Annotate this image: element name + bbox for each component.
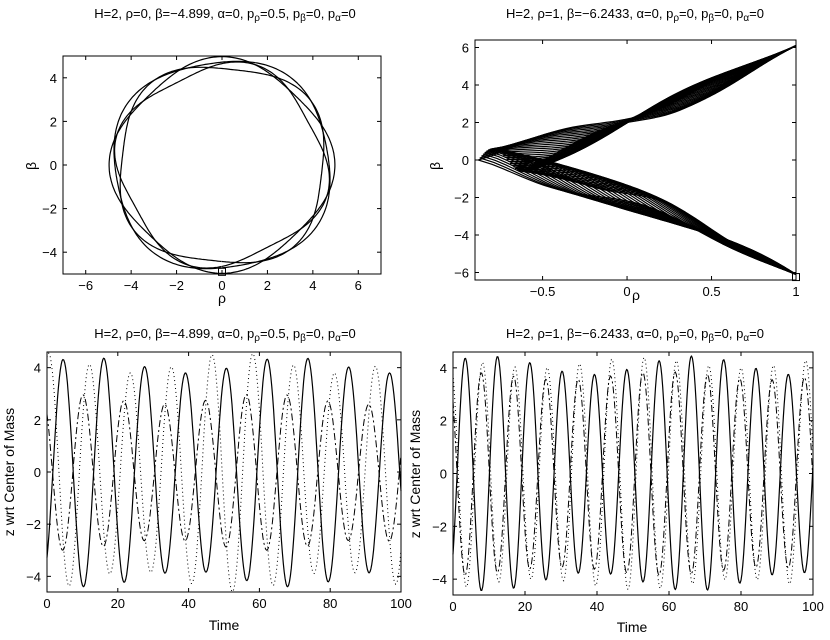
body-2-curve	[452, 371, 814, 577]
x-tick-label: −0.5	[530, 284, 556, 299]
y-axis-ticks: −4 −2 0 2 4	[42, 71, 381, 260]
time-series-curves	[46, 352, 402, 593]
body-2-curve	[46, 394, 402, 551]
y-tick-label: 0	[440, 467, 447, 482]
y-tick-label: 2	[462, 116, 469, 131]
y-axis-ticks: −4 −2 0 2 4	[432, 361, 813, 587]
x-tick-label: 80	[323, 596, 337, 611]
y-tick-label: 4	[440, 361, 447, 376]
y-tick-label: 0	[34, 465, 41, 480]
trajectory	[521, 45, 797, 275]
panel-bottom-right: H=2, ρ=1, β=−6.2433, α=0, pρ=0, pβ=0, pα…	[407, 326, 824, 635]
x-tick-label: −2	[169, 278, 184, 293]
trajectory	[528, 45, 797, 275]
y-axis-label: β	[427, 162, 443, 170]
plot-area	[46, 351, 402, 593]
x-tick-label: −4	[124, 278, 139, 293]
x-tick-label: 40	[590, 599, 604, 614]
y-tick-label: 4	[50, 71, 57, 86]
panel-top-right: H=2, ρ=1, β=−6.2433, α=0, pρ=0, pβ=0, pα…	[427, 6, 800, 303]
y-axis-ticks: −4 −2 0 2 4	[26, 361, 401, 584]
x-tick-label: 100	[390, 596, 412, 611]
y-axis-label: z wrt Center of Mass	[1, 408, 17, 536]
trajectory	[525, 45, 797, 275]
x-tick-label: 20	[518, 599, 532, 614]
x-tick-label: 4	[309, 278, 316, 293]
body-1-curve	[46, 357, 402, 588]
y-tick-label: 4	[462, 78, 469, 93]
start-point-marker	[218, 267, 226, 276]
y-tick-label: −4	[432, 572, 447, 587]
x-tick-label: 40	[181, 596, 195, 611]
chart-title: H=2, ρ=0, β=−4.899, α=0, pρ=0.5, pβ=0, p…	[94, 326, 356, 344]
x-tick-label: 100	[802, 599, 824, 614]
y-tick-label: −4	[26, 569, 41, 584]
x-tick-label: 2	[264, 278, 271, 293]
chart-title: H=2, ρ=0, β=−4.899, α=0, pρ=0.5, pβ=0, p…	[94, 6, 356, 24]
x-axis-ticks: 0 20 40 60 80 100	[449, 352, 824, 614]
y-tick-label: −6	[454, 266, 469, 281]
phase-curves	[477, 45, 800, 282]
trajectory	[533, 45, 797, 275]
x-tick-label: 60	[662, 599, 676, 614]
y-tick-label: −2	[432, 519, 447, 534]
x-tick-label: 1	[792, 284, 799, 299]
x-tick-label: 0	[449, 599, 456, 614]
body-1-curve	[452, 355, 814, 591]
y-tick-label: 0	[462, 153, 469, 168]
x-axis-ticks: 0 20 40 60 80 100	[43, 352, 412, 611]
body-3-curve	[46, 352, 402, 593]
phase-curves	[108, 56, 336, 276]
panel-top-left: H=2, ρ=0, β=−4.899, α=0, pρ=0.5, pβ=0, p…	[23, 6, 382, 306]
x-tick-label: 0	[43, 596, 50, 611]
chart-title: H=2, ρ=1, β=−6.2433, α=0, pρ=0, pβ=0, pα…	[506, 6, 764, 24]
x-axis-label: Time	[209, 617, 240, 633]
x-tick-label: 80	[734, 599, 748, 614]
x-tick-label: 0	[218, 278, 225, 293]
x-tick-label: 60	[252, 596, 266, 611]
phase-curve	[119, 66, 325, 264]
phase-curve	[108, 56, 336, 274]
x-tick-label: 0.5	[702, 284, 720, 299]
phase-curve	[113, 60, 331, 270]
time-series-curves	[452, 355, 814, 591]
chart-title: H=2, ρ=1, β=−6.2433, α=0, pρ=0, pβ=0, pα…	[506, 326, 764, 344]
phase-curve	[114, 61, 330, 269]
x-tick-label: −6	[78, 278, 93, 293]
y-axis-label: β	[23, 162, 39, 170]
y-tick-label: 4	[34, 361, 41, 376]
x-tick-label: 0	[623, 284, 630, 299]
y-axis-ticks: −6 −4 −2 0 2 4 6	[454, 41, 796, 281]
x-axis-label: ρ	[218, 290, 226, 306]
trajectory	[523, 45, 797, 275]
start-point-marker	[792, 273, 800, 282]
y-tick-label: −2	[42, 202, 57, 217]
x-axis-label: Time	[617, 619, 648, 635]
y-tick-label: −2	[26, 517, 41, 532]
y-tick-label: 2	[440, 414, 447, 429]
trajectory	[518, 45, 797, 275]
trajectory	[520, 45, 797, 275]
x-axis-ticks: −0.5 0 0.5 1	[530, 40, 800, 299]
y-tick-label: 6	[462, 41, 469, 56]
y-tick-label: 2	[50, 114, 57, 129]
y-tick-label: −4	[454, 228, 469, 243]
y-axis-label: z wrt Center of Mass	[407, 410, 423, 538]
y-tick-label: 0	[50, 158, 57, 173]
x-tick-label: 6	[355, 278, 362, 293]
y-tick-label: −2	[454, 191, 469, 206]
x-axis-ticks: −6 −4 −2 0 2 4 6	[78, 56, 362, 293]
trajectory	[530, 45, 797, 275]
y-tick-label: 2	[34, 413, 41, 428]
y-tick-label: −4	[42, 245, 57, 260]
trajectory	[531, 45, 797, 275]
trajectory	[526, 45, 797, 275]
x-axis-label: ρ	[632, 287, 640, 303]
x-tick-label: 20	[111, 596, 125, 611]
plot-area	[62, 55, 382, 275]
body-3-curve	[452, 356, 814, 590]
panel-bottom-left: H=2, ρ=0, β=−4.899, α=0, pρ=0.5, pβ=0, p…	[1, 326, 412, 633]
